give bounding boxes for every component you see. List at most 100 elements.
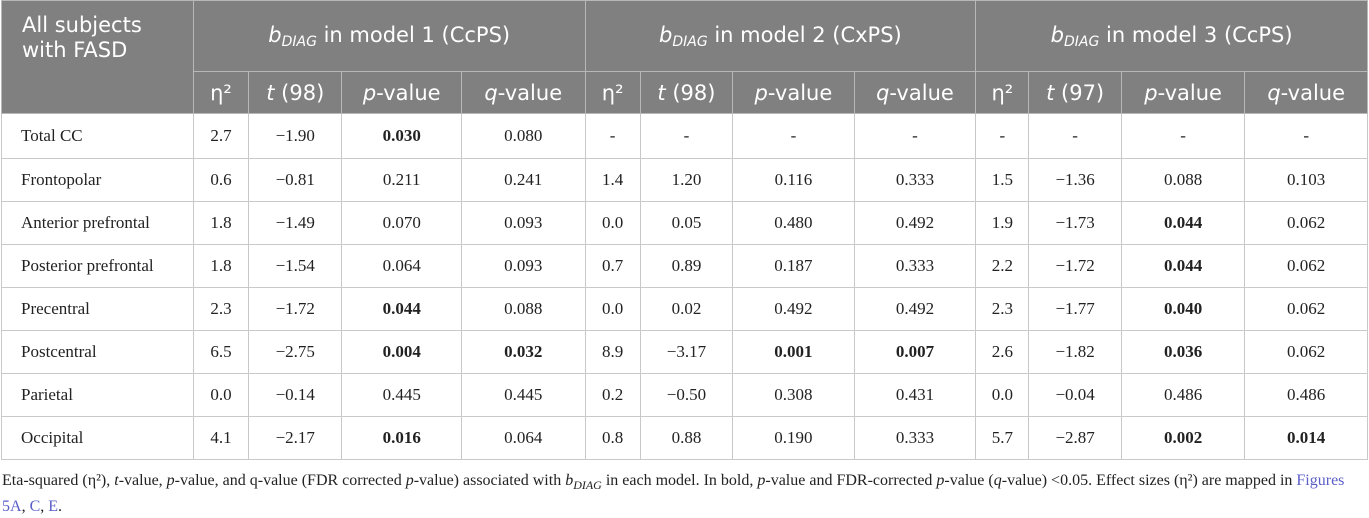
group-symbol: b [658, 22, 673, 47]
table-row: Postcentral 6.5 −2.75 0.004 0.032 8.9 −3.17 0.0… [1, 330, 1368, 374]
col-q-value: q-value [1244, 71, 1368, 114]
table-cell: 2.2 [975, 244, 1030, 288]
figure-link-5e[interactable]: E [48, 498, 59, 515]
table-cell: 0.0 [192, 373, 250, 417]
group-header-model-2: bDIAG in model 2 (CxPS) [584, 0, 977, 72]
table-cell: 0.064 [341, 244, 462, 288]
table-cell: −1.72 [248, 287, 343, 331]
group-symbol: b [1050, 22, 1065, 47]
table-cell: - [584, 113, 641, 159]
col-t-value: t (98) [248, 71, 343, 114]
table-cell: 0.103 [1244, 158, 1368, 202]
table-cell: 0.486 [1244, 373, 1368, 417]
group-symbol: b [268, 22, 282, 47]
table-cell: 0.044 [1120, 244, 1246, 288]
group-subscript: DIAG [281, 33, 317, 50]
table-cell: 0.333 [853, 244, 977, 288]
table-cell: 0.89 [639, 244, 734, 288]
table-cell: 0.445 [460, 373, 586, 417]
col-eta-squared: η² [192, 71, 250, 114]
row-label: Posterior prefrontal [1, 244, 194, 288]
table-cell: 0.492 [853, 201, 977, 245]
row-label: Total CC [1, 113, 194, 159]
table-footnote: Eta-squared (η²), t-value, p-value, and … [2, 472, 1345, 515]
table-cell: 0.116 [732, 158, 855, 202]
table-cell: 1.20 [639, 158, 734, 202]
table-cell: 5.7 [975, 416, 1030, 460]
table-cell: 0.241 [460, 158, 586, 202]
table-cell: 0.088 [460, 287, 586, 331]
table-cell: 0.7 [584, 244, 641, 288]
table-cell: −1.82 [1028, 330, 1122, 374]
table-cell: 0.044 [341, 287, 462, 331]
table-cell: 0.032 [460, 330, 586, 374]
table-cell: 0.0 [584, 201, 641, 245]
table-cell: 0.486 [1120, 373, 1246, 417]
table-cell: 2.7 [192, 113, 250, 159]
table-cell: 0.190 [732, 416, 855, 460]
table-cell: 1.5 [975, 158, 1030, 202]
table-cell: 0.88 [639, 416, 734, 460]
results-table: All subjects with FASD bDIAG in model 1 … [1, 0, 1368, 460]
table-cell: - [975, 113, 1030, 159]
table-cell: −3.17 [639, 330, 734, 374]
table-cell: 0.333 [853, 158, 977, 202]
col-t-value: t (97) [1028, 71, 1122, 114]
table-cell: - [732, 113, 855, 159]
table-cell: −2.75 [248, 330, 343, 374]
col-q-value: q-value [460, 71, 586, 114]
table-cell: - [1028, 113, 1122, 159]
group-subscript: DIAG [672, 33, 708, 50]
table-cell: - [639, 113, 734, 159]
table-cell: 0.004 [341, 330, 462, 374]
figure-link-5c[interactable]: C [29, 498, 41, 515]
row-label: Frontopolar [1, 158, 194, 202]
table-cell: 0.333 [853, 416, 977, 460]
figure-link-5a[interactable]: Figures 5A [2, 472, 1345, 515]
table-cell: 0.308 [732, 373, 855, 417]
table-cell: 0.036 [1120, 330, 1246, 374]
table-cell: 0.088 [1120, 158, 1246, 202]
group-subscript: DIAG [1064, 33, 1100, 50]
table-cell: −0.81 [248, 158, 343, 202]
table-cell: 0.030 [341, 113, 462, 159]
table-header: All subjects with FASD bDIAG in model 1 … [1, 0, 1368, 114]
table-cell: 0.007 [853, 330, 977, 374]
header-sub-row: η² t (98) p-value q-value η² t (98) p-va… [2, 71, 1368, 114]
table-cell: - [1120, 113, 1246, 159]
table-cell: 0.062 [1244, 287, 1368, 331]
table-cell: −1.73 [1028, 201, 1122, 245]
table-cell: 0.2 [584, 373, 641, 417]
table-cell: −1.54 [248, 244, 343, 288]
table-cell: 0.211 [341, 158, 462, 202]
col-p-value: p-value [341, 71, 462, 114]
table-cell: −1.36 [1028, 158, 1122, 202]
group-title: in model 3 (CcPS) [1099, 22, 1293, 47]
table-cell: 0.0 [975, 373, 1030, 417]
table-cell: −1.49 [248, 201, 343, 245]
group-title: in model 2 (CxPS) [707, 22, 902, 47]
table-cell: 1.9 [975, 201, 1030, 245]
row-label: Precentral [1, 287, 194, 331]
table-cell: −0.04 [1028, 373, 1122, 417]
table-row: Precentral 2.3 −1.72 0.044 0.088 0.0 0.02 0.492… [1, 287, 1368, 331]
table-cell: 0.016 [341, 416, 462, 460]
col-p-value: p-value [732, 71, 855, 114]
table-cell: 2.6 [975, 330, 1030, 374]
col-eta-squared: η² [584, 71, 641, 114]
table-cell: 0.05 [639, 201, 734, 245]
row-label: Postcentral [1, 330, 194, 374]
table-cell: −2.17 [248, 416, 343, 460]
table-cell: 0.064 [460, 416, 586, 460]
header-group-row: All subjects with FASD bDIAG in model 1 … [1, 0, 1368, 114]
table-cell: −0.14 [248, 373, 343, 417]
table-cell: 2.3 [975, 287, 1030, 331]
table-row: Anterior prefrontal 1.8 −1.49 0.070 0.093 0.0… [1, 201, 1368, 245]
table-cell: −0.50 [639, 373, 734, 417]
table-cell: 0.0 [584, 287, 641, 331]
col-p-value: p-value [1120, 71, 1246, 114]
table-cell: 2.3 [192, 287, 250, 331]
table-row: Parietal 0.0 −0.14 0.445 0.445 0.2 −0.50 0.308 0… [1, 373, 1368, 417]
col-q-value: q-value [853, 71, 977, 114]
table-cell: - [1244, 113, 1368, 159]
